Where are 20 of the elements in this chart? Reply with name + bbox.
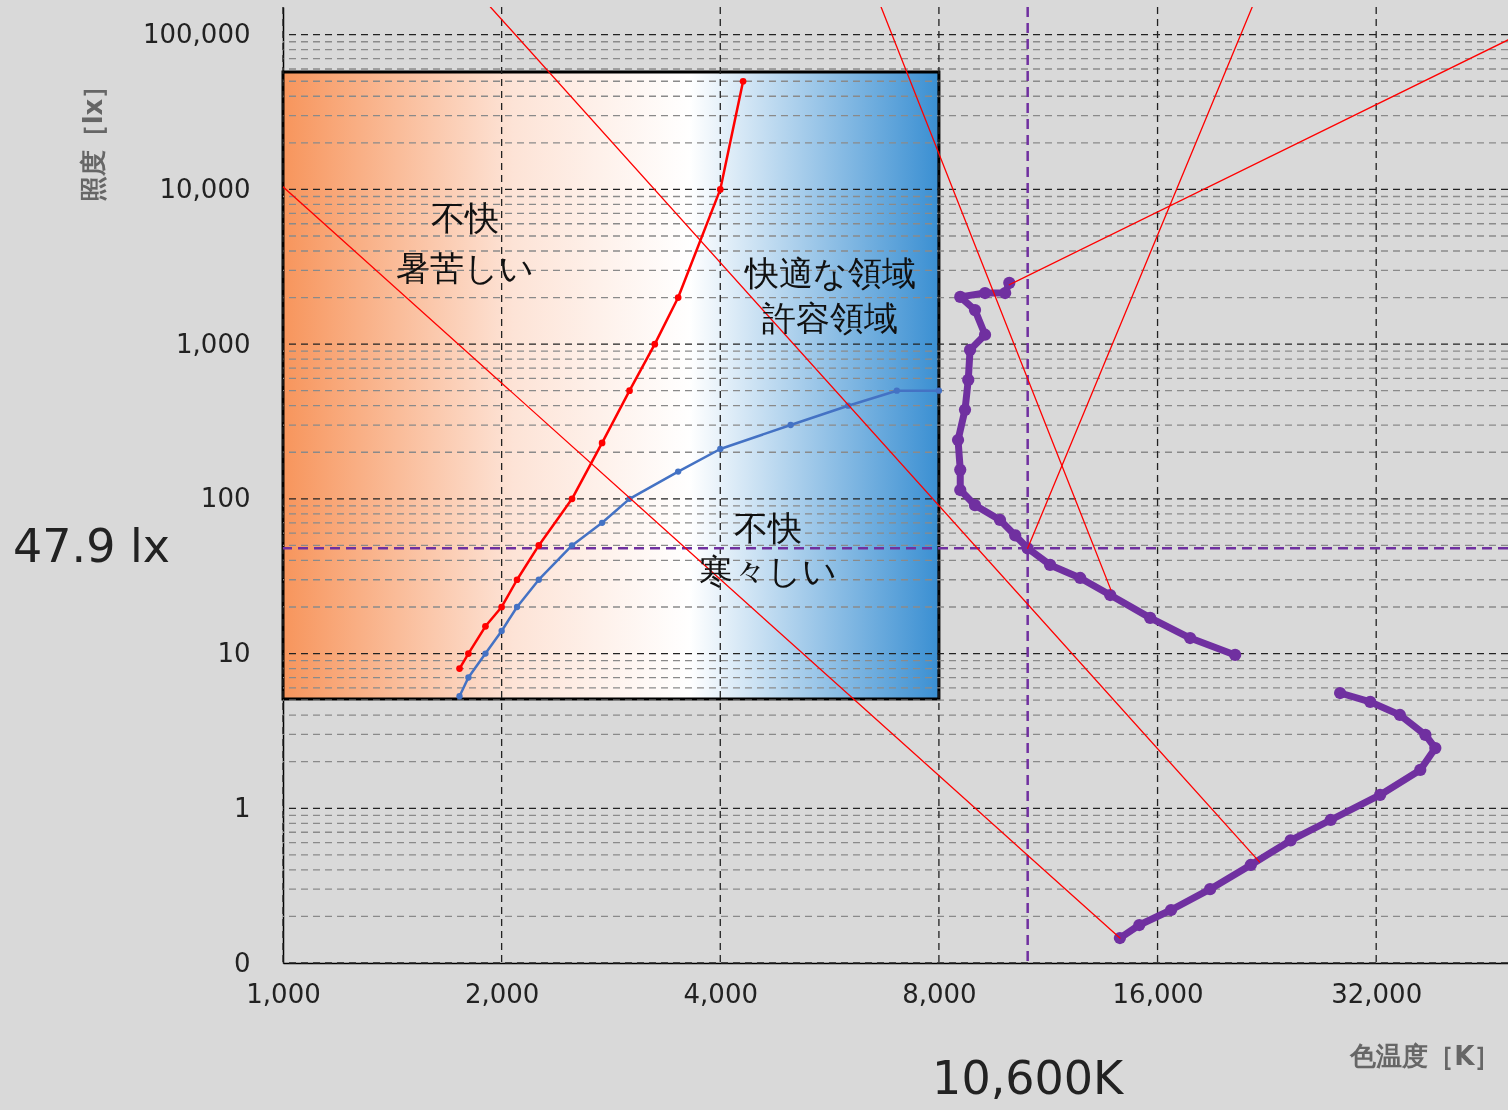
y-tick-label: 10,000: [159, 173, 251, 204]
x-tick-label: 32,000: [1331, 978, 1423, 1009]
x-tick-label: 8,000: [902, 978, 977, 1009]
x-tick-label: 16,000: [1112, 978, 1204, 1009]
y-tick-label: 100,000: [142, 19, 251, 50]
y-tick-label: 1,000: [176, 328, 251, 359]
y-tick-label: 1: [233, 792, 251, 823]
y-tick-label: 100: [200, 483, 251, 514]
ref-line-label: 10,600K: [932, 1051, 1126, 1105]
x-tick-label: 4,000: [683, 978, 758, 1009]
x-axis-title: 色温度［K］: [1349, 1040, 1501, 1071]
annotation: 快適な領域: [743, 253, 916, 293]
annotation: 暑苦しい: [396, 248, 534, 288]
y-tick-label: 0: [233, 947, 251, 978]
y-tick-label: 10: [217, 638, 251, 669]
annotation: 不快: [431, 198, 499, 238]
annotation: 不快: [734, 508, 802, 548]
ref-line-label: 47.9 lx: [13, 519, 171, 574]
y-axis-title: 照度［lx］: [77, 72, 108, 203]
x-tick-label: 2,000: [464, 978, 540, 1009]
